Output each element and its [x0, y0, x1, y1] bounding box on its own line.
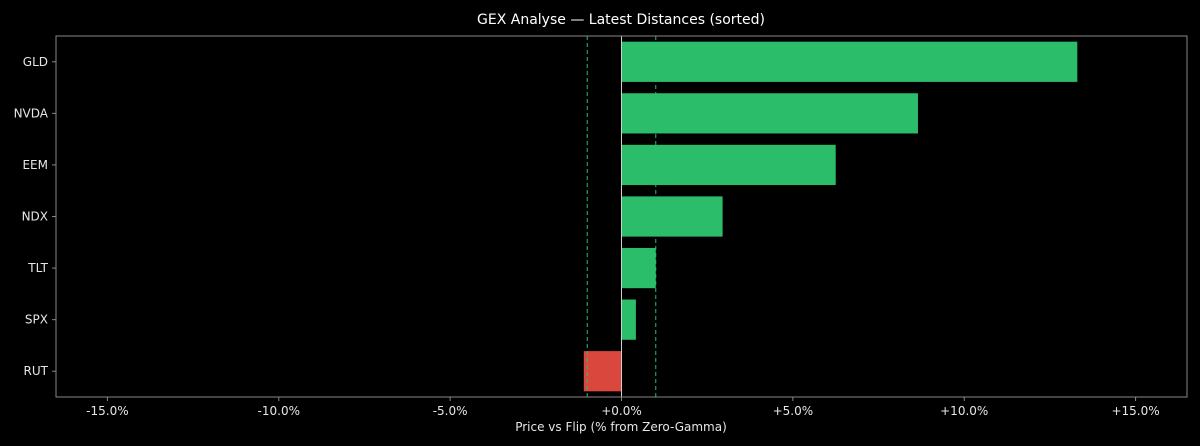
x-tick-label: -10.0%: [258, 404, 300, 418]
y-tick-label: GLD: [23, 55, 48, 69]
x-tick-label: +0.0%: [601, 404, 642, 418]
bar-spx: [621, 299, 636, 340]
y-tick-label: EEM: [22, 158, 48, 172]
x-tick-label: -5.0%: [433, 404, 468, 418]
bar-gld: [621, 41, 1078, 82]
x-tick-label: -15.0%: [86, 404, 128, 418]
y-tick-label: TLT: [27, 261, 48, 275]
y-tick-label: NVDA: [14, 106, 49, 120]
x-axis-label: Price vs Flip (% from Zero-Gamma): [515, 420, 727, 434]
bar-rut: [583, 351, 622, 392]
chart-title: GEX Analyse — Latest Distances (sorted): [477, 12, 765, 28]
plot-area: GLD NVDA EEM NDX TLT SPX RUT -15.0% -10.0% -5.0% +…: [14, 35, 1188, 418]
y-tick-label: SPX: [25, 313, 48, 327]
y-tick-label: NDX: [22, 210, 48, 224]
y-tick-label: RUT: [24, 364, 49, 378]
x-tick-label: +5.0%: [773, 404, 814, 418]
bar-eem: [621, 144, 836, 186]
x-tick-label: +15.0%: [1111, 404, 1159, 418]
bar-tlt: [621, 247, 656, 289]
bar-ndx: [621, 196, 723, 237]
x-tick-label: +10.0%: [940, 404, 988, 418]
bar-nvda: [621, 93, 918, 134]
